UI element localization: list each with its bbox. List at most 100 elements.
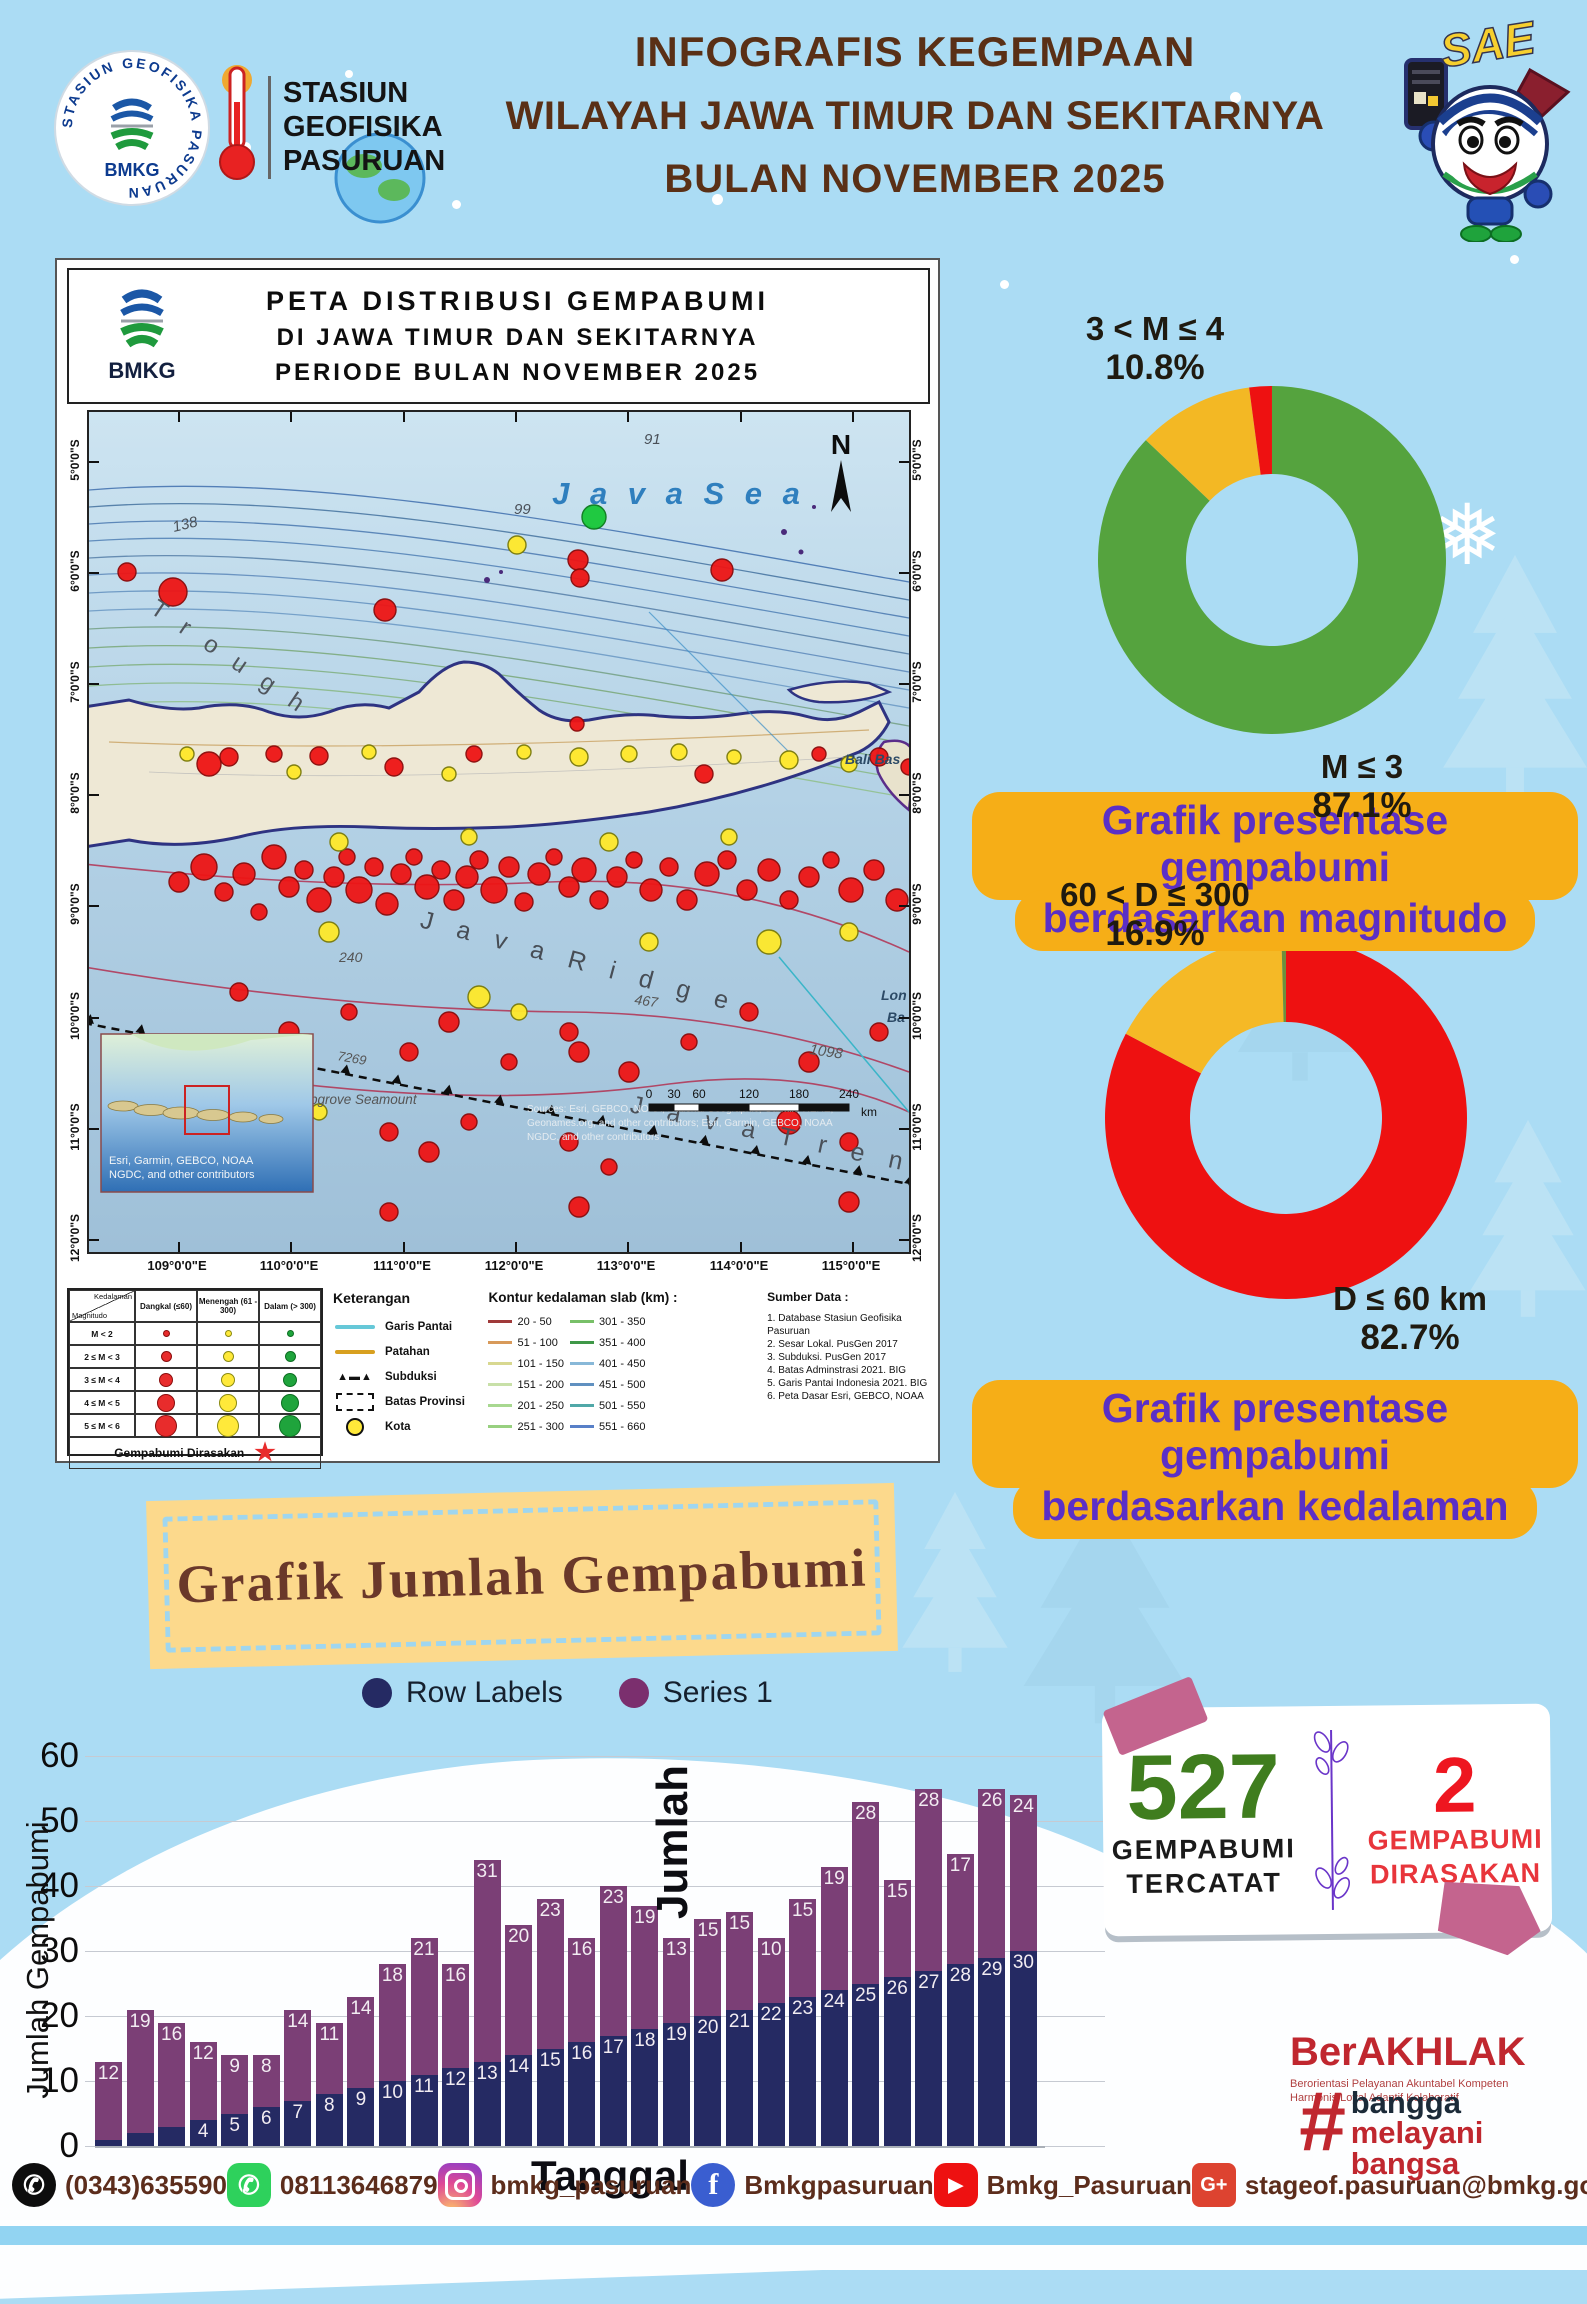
- legend-dot-navy: [362, 1678, 392, 1708]
- quake-dot: [261, 844, 287, 870]
- svg-text:91: 91: [644, 431, 661, 448]
- quake-dot: [373, 598, 397, 622]
- instagram-contact[interactable]: bmkg_pasuruan: [437, 2163, 692, 2207]
- quake-dot: [514, 892, 534, 912]
- quake-dot: [399, 1042, 419, 1062]
- quake-dot: [568, 1196, 590, 1218]
- stats-card: 527 GEMPABUMI TERCATAT 2 GEMPABUMI DIRASAK…: [1101, 1703, 1553, 1937]
- donut-slice: [1125, 937, 1284, 1074]
- lat-label: 9°0'0"S: [910, 883, 924, 925]
- quake-dot: [798, 1051, 820, 1073]
- quake-dot: [405, 848, 423, 866]
- donut-slice: [1249, 386, 1272, 475]
- whatsapp-number: 08113646879: [279, 2169, 438, 2200]
- bar-chart-legend: Row Labels Series 1: [362, 1676, 773, 1710]
- quake-dot: [569, 716, 585, 732]
- quake-dot: [278, 876, 300, 898]
- svg-text:Geonames.org, and other contri: Geonames.org, and other contributors; Es…: [527, 1118, 833, 1129]
- bar-day-1: 12: [95, 2061, 122, 2146]
- y-tick-label: 50: [40, 1801, 79, 1840]
- province-border-icon: [333, 1392, 377, 1411]
- x-axis-title: Tanggal: [531, 2152, 689, 2199]
- lat-label: 11°0'0"S: [68, 1103, 82, 1151]
- station-line: PASURUAN: [283, 145, 446, 178]
- map-legend: Kedalaman Magnitudo Dangkal (≤60) Menenga…: [67, 1288, 932, 1469]
- bangga-melayani-bangsa-logo: # bangga melayani bangsa: [1298, 2074, 1484, 2181]
- email-contact[interactable]: G+ stageof.pasuruan@bmkg.go.id: [1191, 2163, 1587, 2207]
- quake-dot: [839, 922, 859, 942]
- bar-day-25: 28 25: [852, 1801, 880, 2146]
- lon-label: 110°0'0"E: [259, 1258, 319, 1273]
- svg-text:1098: 1098: [808, 1041, 844, 1063]
- quake-dot: [569, 747, 589, 767]
- depth-donut-chart: [1104, 937, 1467, 1299]
- quake-dot: [361, 744, 377, 760]
- page-title-line2: WILAYAH JAWA TIMUR DAN SEKITARNYA: [505, 94, 1325, 138]
- quake-dot: [467, 985, 491, 1009]
- quake-dot: [196, 751, 222, 777]
- depth-caption: Grafik presentase gempabumi berdasarkan …: [972, 1380, 1578, 1539]
- quake-dot: [568, 1041, 590, 1063]
- legend-item-row-labels: Row Labels: [362, 1676, 563, 1710]
- quake-dot: [680, 1033, 698, 1051]
- quake-dot: [757, 858, 781, 882]
- thermometer-icon: [219, 65, 255, 180]
- svg-text:NGDC, and other contributors: NGDC, and other contributors: [527, 1132, 659, 1143]
- depth-slice-label-yellow: 60 < D ≤ 300 16.9%: [1060, 876, 1250, 953]
- magnitude-donut-chart: [1097, 386, 1446, 734]
- quake-dot: [309, 746, 329, 766]
- station-seal-logo: STASIUN GEOFISIKA PASURUAN BMKG: [54, 50, 210, 206]
- bar-day-20: 15 20: [694, 1918, 722, 2146]
- facebook-contact[interactable]: f Bmkgpasuruan: [691, 2163, 934, 2207]
- quake-dot: [286, 764, 302, 780]
- quake-dot: [414, 874, 440, 900]
- phone-contact[interactable]: ✆ (0343)635590: [12, 2163, 227, 2207]
- bar-day-12: 16 12: [442, 1964, 470, 2146]
- legend-dot-purple: [618, 1678, 649, 1708]
- phone-number: (0343)635590: [65, 2169, 227, 2200]
- instagram-handle: bmkg_pasuruan: [490, 2169, 692, 2200]
- quake-dot: [214, 882, 234, 902]
- java-island: [82, 660, 891, 849]
- magnitude-slice-label-yellow: 3 < M ≤ 4 10.8%: [1085, 310, 1225, 387]
- magnitude-caption: Grafik presentase gempabumi berdasarkan …: [972, 792, 1578, 951]
- quake-dot: [559, 1022, 579, 1042]
- quake-dot: [798, 866, 820, 888]
- quake-dot: [323, 866, 345, 888]
- magnitude-depth-legend-table: Kedalaman Magnitudo Dangkal (≤60) Menenga…: [67, 1288, 323, 1469]
- bali-basin-label: Bali Bas: [845, 751, 900, 767]
- map-title-box: BMKG PETA DISTRIBUSI GEMPABUMI DI JAWA T…: [67, 268, 930, 404]
- quake-dot: [739, 1002, 759, 1022]
- svg-text:Ba: Ba: [887, 1009, 905, 1025]
- quake-dot: [625, 851, 643, 869]
- youtube-icon: ▶: [933, 2163, 978, 2207]
- svg-text:Esri, Garmin, GEBCO, NOAA: Esri, Garmin, GEBCO, NOAA: [109, 1155, 254, 1167]
- lat-label: 5°0'0"S: [910, 439, 924, 481]
- svg-text:99: 99: [514, 501, 531, 518]
- bar-chart-title-box: Grafik Jumlah Gempabumi: [146, 1482, 898, 1670]
- data-source-item: 3. Subduksi. PusGen 2017: [767, 1351, 887, 1363]
- quake-dot: [345, 876, 373, 904]
- berakhlak-logo: BerAKHLAK Berorientasi Pelayanan Akuntab…: [1290, 2030, 1526, 2105]
- bar-day-15: 23 15: [536, 1899, 564, 2146]
- svg-text:N: N: [831, 429, 851, 460]
- quake-dot: [390, 863, 412, 885]
- quake-dot: [338, 848, 356, 866]
- quake-dot: [863, 859, 885, 881]
- whatsapp-contact[interactable]: ✆ 08113646879: [226, 2163, 438, 2207]
- page-title-line1: INFOGRAFIS KEGEMPAAN: [634, 28, 1196, 75]
- quake-dot: [443, 889, 465, 911]
- bmkg-logo: BMKG: [108, 289, 176, 383]
- quake-dot: [558, 876, 580, 898]
- y-tick-label: 30: [40, 1931, 79, 1970]
- quake-dot: [581, 504, 607, 530]
- quake-dot: [779, 890, 799, 910]
- pine-tree-icon: [1440, 555, 1587, 802]
- map-title: PETA DISTRIBUSI GEMPABUMI DI JAWA TIMUR …: [197, 286, 838, 387]
- slab-contour-item: 151 - 200: [488, 1374, 564, 1395]
- youtube-contact[interactable]: ▶ Bmkg_Pasuruan: [933, 2163, 1192, 2207]
- phone-icon: ✆: [12, 2163, 56, 2207]
- bar-chart-title: Grafik Jumlah Gempabumi: [175, 1537, 869, 1615]
- quake-dot: [379, 1122, 399, 1142]
